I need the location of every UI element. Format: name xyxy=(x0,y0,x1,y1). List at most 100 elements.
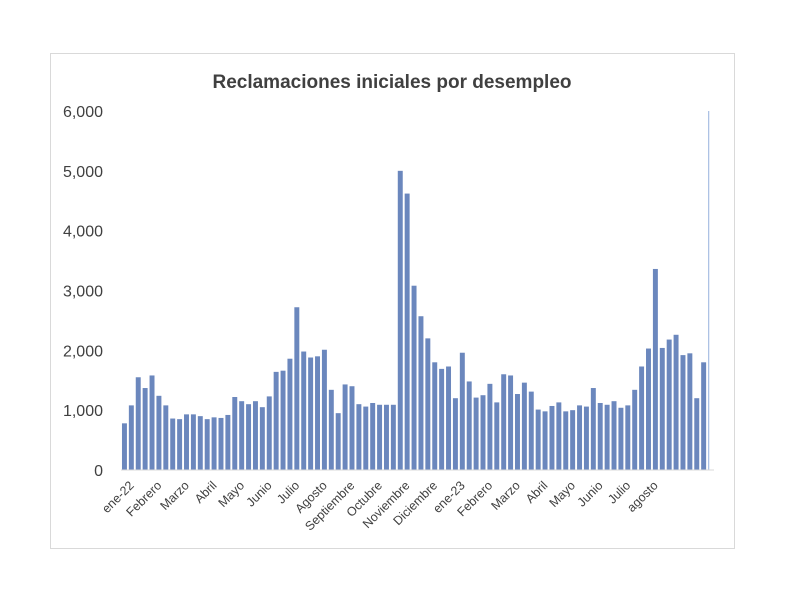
bar xyxy=(259,407,265,470)
y-tick-label: 4,000 xyxy=(63,224,103,241)
x-tick-label: Abril xyxy=(192,478,220,506)
bar xyxy=(142,388,148,470)
bar xyxy=(673,334,679,470)
bar-chart: Reclamaciones iniciales por desempleo 0 1… xyxy=(63,72,714,534)
bar xyxy=(487,383,493,470)
bar xyxy=(549,405,555,470)
bar xyxy=(301,351,307,470)
bar xyxy=(287,358,293,470)
bar xyxy=(232,397,238,470)
x-tick-label: Junio xyxy=(244,478,275,509)
bar xyxy=(708,111,710,470)
bar xyxy=(570,410,576,470)
bar xyxy=(225,414,231,470)
bar xyxy=(280,370,286,470)
bar xyxy=(501,374,507,470)
bar xyxy=(377,404,383,470)
bar xyxy=(515,394,520,470)
y-tick-label: 6,000 xyxy=(63,104,103,121)
bar xyxy=(535,409,541,470)
bar xyxy=(273,371,279,470)
y-tick-label: 0 xyxy=(94,463,103,480)
bar xyxy=(604,404,610,470)
bar xyxy=(597,402,603,470)
bar xyxy=(680,355,686,470)
bar xyxy=(508,375,514,470)
x-tick-label: Marzo xyxy=(488,478,522,512)
bar xyxy=(390,404,396,470)
bar xyxy=(666,339,672,470)
x-tick-label: Mayo xyxy=(216,478,248,510)
bar xyxy=(521,382,527,470)
bar xyxy=(473,397,479,470)
bar xyxy=(528,391,534,470)
bar xyxy=(266,396,272,470)
bar xyxy=(170,418,176,470)
bar xyxy=(218,417,224,470)
chart-title: Reclamaciones iniciales por desempleo xyxy=(212,72,571,93)
bar xyxy=(432,362,438,470)
bar xyxy=(542,411,548,470)
bar xyxy=(383,404,389,470)
x-tick-label: Abril xyxy=(523,478,551,506)
bar xyxy=(701,362,707,470)
bar xyxy=(625,405,631,470)
bar xyxy=(418,316,424,470)
bar xyxy=(494,402,500,470)
bar xyxy=(590,388,596,470)
bar xyxy=(197,416,203,470)
bar xyxy=(328,389,334,470)
bar xyxy=(563,411,569,470)
bar xyxy=(121,423,127,470)
bar xyxy=(349,386,355,470)
bar xyxy=(211,417,217,470)
bar xyxy=(577,405,583,470)
bar xyxy=(246,404,252,470)
bar xyxy=(184,414,189,470)
bar xyxy=(315,356,320,470)
bar xyxy=(356,404,362,470)
x-tick-label: Junio xyxy=(575,478,606,509)
y-tick-label: 5,000 xyxy=(63,164,103,181)
bar xyxy=(335,413,341,470)
bar xyxy=(618,407,624,470)
bar xyxy=(659,347,665,470)
bar xyxy=(294,307,300,470)
bar xyxy=(370,402,376,470)
bar xyxy=(425,338,431,470)
y-tick-label: 1,000 xyxy=(63,403,103,420)
bar xyxy=(480,395,486,470)
bar xyxy=(308,357,314,470)
bars-group xyxy=(121,111,710,470)
x-tick-label: Marzo xyxy=(157,478,191,512)
bar xyxy=(639,366,645,470)
bar xyxy=(632,389,638,470)
bar xyxy=(652,268,658,470)
bar xyxy=(149,375,155,470)
bar xyxy=(128,405,134,470)
bar xyxy=(321,349,327,470)
bar xyxy=(646,348,651,470)
bar xyxy=(177,419,183,470)
bar xyxy=(239,401,245,470)
bar xyxy=(342,384,348,470)
bar xyxy=(556,402,562,470)
bar xyxy=(397,170,403,470)
bar xyxy=(252,401,258,470)
bar xyxy=(466,381,472,470)
bar xyxy=(459,352,465,470)
bar xyxy=(439,368,445,470)
bar xyxy=(611,401,617,470)
bar xyxy=(135,377,141,470)
bar xyxy=(163,405,169,470)
bar xyxy=(411,285,417,470)
y-tick-label: 2,000 xyxy=(63,343,103,360)
x-tick-label: Mayo xyxy=(547,478,579,510)
bar xyxy=(694,398,700,470)
bar xyxy=(452,398,458,470)
x-tick-label: agosto xyxy=(624,478,660,514)
bar xyxy=(156,395,162,470)
bar xyxy=(363,406,369,470)
bar xyxy=(404,193,410,470)
